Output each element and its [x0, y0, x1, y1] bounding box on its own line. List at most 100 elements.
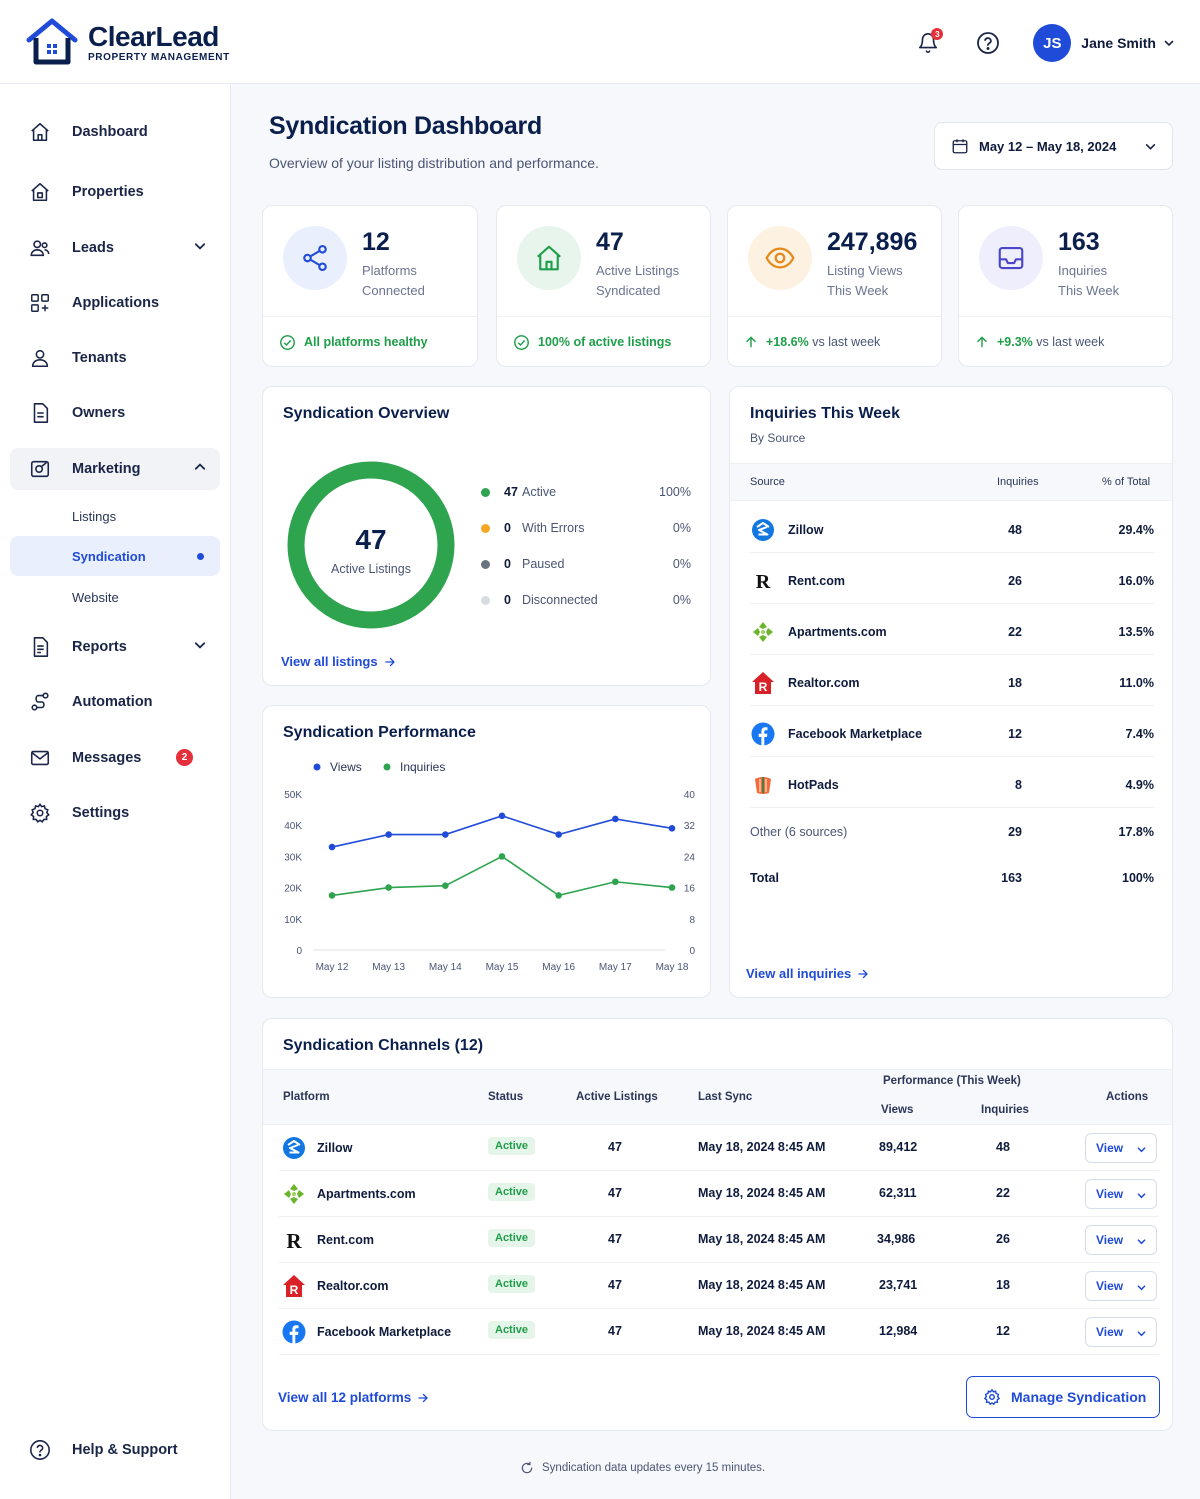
y-left-tick-label: 40K	[284, 821, 302, 832]
active-listings: 47	[608, 1186, 622, 1200]
sidebar-item-marketing[interactable]: Marketing	[10, 448, 220, 490]
messages-badge: 2	[176, 749, 193, 766]
data-point-views	[612, 815, 619, 823]
view-button[interactable]: View	[1085, 1225, 1157, 1255]
brand-subtitle: PROPERTY MANAGEMENT	[88, 51, 230, 63]
view-all-inquiries-link[interactable]: View all inquiries	[746, 966, 869, 981]
column-header-active-listings: Active Listings	[576, 1091, 658, 1103]
inquiries-count: 12	[996, 1324, 1010, 1338]
kpi-label: Connected	[362, 283, 425, 298]
sidebar-item-leads[interactable]: Leads	[10, 227, 220, 269]
sidebar-item-automation[interactable]: Automation	[10, 681, 220, 723]
column-header-source: Source	[750, 476, 785, 488]
legend-dot	[481, 523, 490, 533]
sidebar-item-reports[interactable]: Reports	[10, 626, 220, 668]
sidebar-item-messages[interactable]: Messages 2	[10, 737, 220, 779]
sidebar-item-label: Applications	[72, 295, 160, 311]
table-row: R Realtor.com Active 47 May 18, 2024 8:45…	[279, 1263, 1159, 1309]
kpi-label: This Week	[1058, 283, 1120, 298]
last-sync: May 18, 2024 8:45 AM	[698, 1140, 826, 1154]
help-button[interactable]	[973, 28, 1003, 58]
sidebar-item-owners[interactable]: Owners	[10, 392, 220, 434]
sidebar-subitem-syndication[interactable]: Syndication	[10, 536, 220, 576]
column-header-actions: Actions	[1106, 1091, 1149, 1103]
user-menu[interactable]: JS Jane Smith	[1033, 24, 1174, 62]
source-name: Apartments.com	[788, 625, 887, 639]
legend-label: Paused	[522, 557, 565, 571]
sidebar-item-label: Marketing	[72, 461, 141, 477]
data-point-inquiries	[668, 884, 676, 891]
inquiry-percent: 16.0%	[1118, 574, 1154, 588]
table-row-other: Other (6 sources) 29 17.8%	[750, 809, 1154, 855]
data-point-views	[328, 843, 336, 851]
inquiry-count: 26	[1008, 574, 1022, 588]
rent-logo-icon: R	[281, 1227, 307, 1253]
source-name: Realtor.com	[788, 676, 860, 690]
date-range-picker[interactable]: May 12 – May 18, 2024	[934, 122, 1173, 170]
sidebar-item-label: Messages	[72, 750, 142, 766]
view-button[interactable]: View	[1085, 1179, 1157, 1209]
total-percent: 100%	[1122, 871, 1154, 885]
arrow-right-icon	[858, 969, 869, 978]
kpi-footer: All platforms healthy	[263, 316, 477, 367]
data-point-inquiries	[555, 892, 562, 899]
channels-table-header: Platform Status Active Listings Last Syn…	[263, 1069, 1172, 1125]
kpi-label: Syndicated	[596, 283, 661, 298]
home-icon	[517, 226, 581, 290]
kpi-card-platforms: 12 Platforms Connected All platforms hea…	[262, 205, 478, 367]
sidebar-subitem-website[interactable]: Website	[72, 589, 119, 605]
manage-syndication-button[interactable]: Manage Syndication	[966, 1376, 1160, 1418]
donut-center-value: 47	[355, 524, 386, 555]
brand-logo[interactable]: ClearLead PROPERTY MANAGEMENT	[26, 18, 230, 66]
inquiry-percent: 17.8%	[1118, 825, 1154, 839]
sidebar-subitem-listings[interactable]: Listings	[72, 508, 117, 524]
table-row: HotPads 8 4.9%	[750, 758, 1154, 808]
donut-center-label: Active Listings	[331, 562, 411, 576]
rent-logo-icon: R	[750, 568, 776, 594]
sync-footer-note: Syndication data updates every 15 minute…	[520, 1461, 765, 1475]
active-listings: 47	[608, 1232, 622, 1246]
status-badge: Active	[488, 1321, 536, 1339]
x-tick-label: May 17	[599, 962, 632, 973]
notification-badge: 3	[931, 28, 944, 40]
legend-percent: 100%	[659, 485, 691, 499]
sidebar-item-tenants[interactable]: Tenants	[10, 337, 220, 379]
series-line-inquiries	[331, 855, 673, 897]
column-header-last-sync: Last Sync	[698, 1091, 753, 1103]
applications-icon	[28, 291, 52, 315]
kpi-footer-text: +18.6% vs last week	[766, 335, 880, 349]
active-listings: 47	[608, 1324, 622, 1338]
sidebar-item-properties[interactable]: Properties	[10, 171, 220, 213]
inquiries-count: 48	[996, 1140, 1010, 1154]
help-icon	[28, 1438, 52, 1462]
refresh-icon	[521, 1461, 533, 1474]
x-tick-label: May 14	[429, 962, 462, 973]
sidebar-item-label: Tenants	[72, 350, 127, 366]
chevron-down-icon	[1164, 40, 1174, 47]
view-button[interactable]: View	[1085, 1133, 1157, 1163]
source-name: Other (6 sources)	[750, 825, 848, 839]
notifications-button[interactable]: 3	[913, 28, 944, 58]
column-header-inquiries: Inquiries	[997, 476, 1039, 488]
chevron-down-icon	[194, 642, 206, 649]
data-point-inquiries	[498, 853, 506, 860]
view-all-listings-link[interactable]: View all listings	[281, 654, 396, 669]
hotpads-logo-icon	[750, 772, 776, 798]
platform-name: Realtor.com	[317, 1279, 389, 1293]
sidebar-item-settings[interactable]: Settings	[10, 792, 220, 834]
column-header-performance: Performance (This Week)	[883, 1075, 1021, 1087]
sidebar-item-dashboard[interactable]: Dashboard	[10, 111, 220, 153]
kpi-card-active-listings: 47 Active Listings Syndicated 100% of ac…	[496, 205, 711, 367]
gear-icon	[983, 1388, 1001, 1406]
data-point-views	[442, 831, 449, 838]
sidebar-item-applications[interactable]: Applications	[10, 282, 220, 324]
table-row: Apartments.com Active 47 May 18, 2024 8:…	[279, 1171, 1159, 1217]
sidebar-item-help[interactable]: Help & Support	[10, 1429, 220, 1471]
kpi-footer-text: All platforms healthy	[304, 335, 428, 349]
x-tick-label: May 16	[542, 962, 575, 973]
view-button[interactable]: View	[1085, 1271, 1157, 1301]
view-all-platforms-link[interactable]: View all 12 platforms	[278, 1390, 429, 1405]
total-count: 163	[1001, 871, 1022, 885]
arrow-up-icon	[746, 336, 756, 348]
view-button[interactable]: View	[1085, 1317, 1157, 1347]
